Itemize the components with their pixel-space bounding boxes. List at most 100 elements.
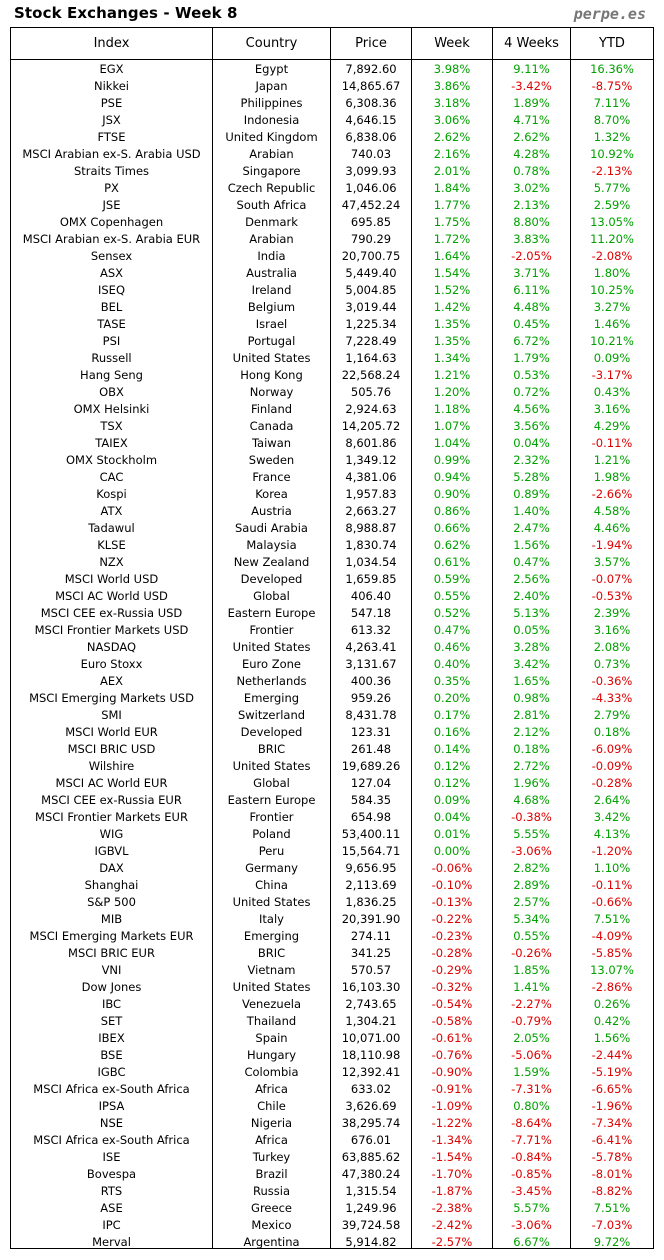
cell-country: Global — [253, 776, 290, 790]
cell-week: 1.54% — [433, 266, 471, 280]
cell-week: -1.09% — [431, 1099, 473, 1113]
column-divider — [212, 28, 213, 1248]
cell-ytd: 1.46% — [593, 317, 631, 331]
table-row: AEX Netherlands 400.36 0.35% 1.65% -0.36% — [11, 673, 653, 690]
cell-4-weeks: 0.72% — [513, 385, 550, 399]
cell-4-weeks: 0.53% — [513, 368, 550, 382]
table-row: MSCI Emerging Markets USD Emerging 959.26 0… — [11, 690, 653, 707]
cell-index: MSCI Frontier Markets USD — [34, 623, 189, 637]
cell-week: 0.55% — [433, 589, 471, 603]
cell-price: 1,659.85 — [345, 572, 397, 586]
cell-price: 7,228.49 — [345, 334, 397, 348]
table-row: SMI Switzerland 8,431.78 0.17% 2.81% 2.79% — [11, 707, 653, 724]
cell-4-weeks: 5.28% — [513, 470, 550, 484]
cell-week: 1.04% — [433, 436, 471, 450]
cell-4-weeks: 3.02% — [513, 181, 550, 195]
cell-ytd: 1.56% — [593, 1031, 631, 1045]
table-row: ATX Austria 2,663.27 0.86% 1.40% 4.58% — [11, 503, 653, 520]
cell-country: Thailand — [246, 1014, 297, 1028]
cell-index: ATX — [100, 504, 123, 518]
table-row: IGBVL Peru 15,564.71 0.00% -3.06% -1.20% — [11, 843, 653, 860]
cell-4-weeks: 3.56% — [513, 419, 550, 433]
cell-4-weeks: 2.89% — [513, 878, 550, 892]
table-header: Index Country Price Week 4 Weeks YTD — [11, 28, 653, 60]
cell-week: -0.23% — [431, 929, 473, 943]
cell-country: United Kingdom — [225, 130, 318, 144]
cell-week: 2.62% — [433, 130, 471, 144]
cell-week: 0.61% — [433, 555, 471, 569]
cell-ytd: 4.13% — [593, 827, 631, 841]
cell-country: Vietnam — [247, 963, 296, 977]
cell-4-weeks: 3.42% — [513, 657, 550, 671]
cell-price: 10,071.00 — [341, 1031, 401, 1045]
cell-price: 3,019.44 — [345, 300, 397, 314]
cell-country: Indonesia — [243, 113, 300, 127]
cell-4-weeks: 1.89% — [513, 96, 550, 110]
cell-price: 6,838.06 — [345, 130, 397, 144]
cell-ytd: -6.41% — [591, 1133, 633, 1147]
table-row: OBX Norway 505.76 1.20% 0.72% 0.43% — [11, 384, 653, 401]
cell-price: 3,626.69 — [345, 1099, 397, 1113]
cell-price: 123.31 — [350, 725, 392, 739]
cell-week: 0.40% — [433, 657, 471, 671]
cell-4-weeks: 5.13% — [513, 606, 550, 620]
cell-4-weeks: 3.28% — [513, 640, 550, 654]
cell-4-weeks: 1.56% — [513, 538, 550, 552]
header-price: Price — [355, 36, 387, 51]
cell-price: 584.35 — [350, 793, 392, 807]
cell-4-weeks: 4.71% — [513, 113, 550, 127]
cell-index: MSCI Africa ex-South Africa — [33, 1133, 190, 1147]
cell-index: MSCI AC World EUR — [55, 776, 168, 790]
cell-week: 1.72% — [433, 232, 471, 246]
cell-index: OMX Stockholm — [65, 453, 158, 467]
table-row: RTS Russia 1,315.54 -1.87% -3.45% -8.82% — [11, 1183, 653, 1200]
cell-index: MSCI Arabian ex-S. Arabia USD — [22, 147, 201, 161]
cell-price: 47,452.24 — [341, 198, 401, 212]
cell-price: 14,865.67 — [341, 79, 401, 93]
cell-ytd: 13.07% — [590, 963, 634, 977]
cell-ytd: -0.53% — [591, 589, 633, 603]
cell-ytd: -2.44% — [591, 1048, 633, 1062]
cell-index: IPC — [102, 1218, 121, 1232]
cell-ytd: -0.07% — [591, 572, 633, 586]
cell-ytd: -2.08% — [591, 249, 633, 263]
cell-price: 4,381.06 — [345, 470, 397, 484]
cell-week: 2.16% — [433, 147, 471, 161]
cell-price: 2,663.27 — [345, 504, 397, 518]
cell-price: 695.85 — [350, 215, 392, 229]
cell-price: 63,885.62 — [341, 1150, 401, 1164]
cell-country: BRIC — [257, 946, 286, 960]
cell-price: 15,564.71 — [341, 844, 401, 858]
table-row: PX Czech Republic 1,046.06 1.84% 3.02% 5.77% — [11, 180, 653, 197]
cell-country: Turkey — [252, 1150, 291, 1164]
header-week: Week — [434, 36, 470, 51]
cell-week: -0.22% — [431, 912, 473, 926]
cell-week: -1.87% — [431, 1184, 473, 1198]
cell-4-weeks: 0.18% — [513, 742, 550, 756]
cell-ytd: 13.05% — [590, 215, 634, 229]
cell-index: MSCI CEE ex-Russia EUR — [41, 793, 182, 807]
cell-ytd: -2.13% — [591, 164, 633, 178]
cell-country: Chile — [257, 1099, 286, 1113]
cell-country: Spain — [255, 1031, 288, 1045]
cell-4-weeks: 2.05% — [513, 1031, 550, 1045]
cell-index: TASE — [97, 317, 126, 331]
cell-ytd: 1.32% — [593, 130, 631, 144]
cell-4-weeks: 0.98% — [513, 691, 550, 705]
cell-week: 3.06% — [433, 113, 471, 127]
cell-4-weeks: -0.38% — [511, 810, 552, 824]
cell-ytd: -7.34% — [591, 1116, 633, 1130]
cell-price: 22,568.24 — [341, 368, 401, 382]
cell-week: 0.01% — [433, 827, 471, 841]
table-row: JSE South Africa 47,452.24 1.77% 2.13% 2.59% — [11, 197, 653, 214]
column-divider — [330, 28, 331, 1248]
cell-price: 2,924.63 — [345, 402, 397, 416]
table-row: ASX Australia 5,449.40 1.54% 3.71% 1.80% — [11, 265, 653, 282]
cell-country: Russia — [253, 1184, 290, 1198]
cell-price: 2,743.65 — [345, 997, 397, 1011]
cell-index: Russell — [91, 351, 132, 365]
cell-4-weeks: 4.48% — [513, 300, 550, 314]
cell-week: -2.38% — [431, 1201, 473, 1215]
cell-ytd: 9.72% — [593, 1235, 631, 1249]
table-row: OMX Stockholm Sweden 1,349.12 0.99% 2.32% 1.2… — [11, 452, 653, 469]
